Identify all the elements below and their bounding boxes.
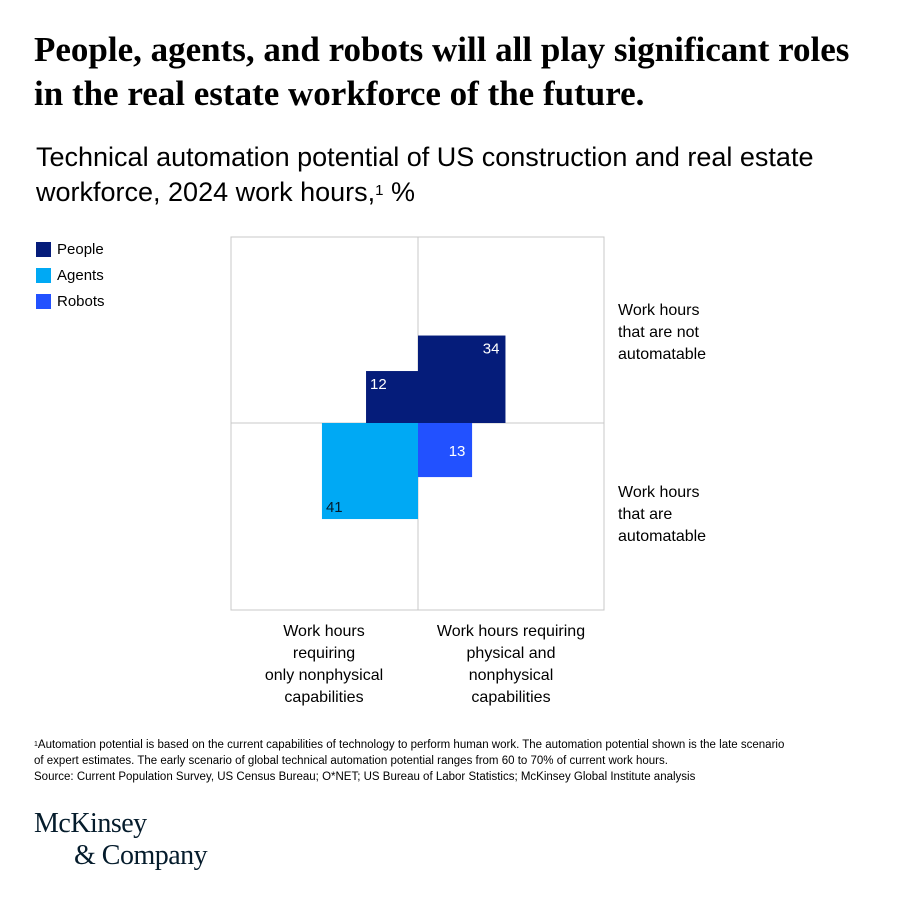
mckinsey-logo: McKinsey & Company [34, 808, 208, 872]
legend-item-agents: Agents [36, 262, 105, 288]
footnote: 1Automation potential is based on the cu… [34, 737, 864, 785]
row-label-line: Work hours [618, 302, 700, 319]
legend-swatch-agents [36, 267, 51, 283]
column-label-line: capabilities [284, 689, 364, 706]
column-label-line: Work hours requiring [436, 623, 586, 640]
row-label-line: that are not [618, 324, 699, 341]
column-label-line: Work hours [283, 623, 365, 640]
row-label-not-automatable: Work hours that are not automatable [618, 300, 706, 366]
bar-agents-automatable-nonphysical [321, 423, 418, 520]
footnote-text: 1Automation potential is based on the cu… [34, 737, 864, 769]
data-label-people-not-automatable-nonphysical: 12 [370, 376, 387, 393]
bar-robots-automatable-physical [418, 423, 473, 478]
headline: People, agents, and robots will all play… [34, 30, 850, 113]
column-label-nonphysical: Work hours requiring only nonphysical ca… [231, 621, 417, 709]
legend-item-robots: Robots [36, 288, 105, 314]
subtitle-unit: % [383, 177, 416, 207]
legend-swatch-robots [36, 293, 51, 309]
legend-label-people: People [57, 240, 104, 258]
data-label-people-not-automatable-physical: 34 [483, 341, 500, 358]
footnote-line-2: of expert estimates. The early scenario … [34, 755, 668, 767]
bar-people-not-automatable-nonphysical [366, 371, 418, 423]
row-label-line: Work hours [618, 484, 700, 501]
row-label-line: automatable [618, 528, 707, 545]
chart-subtitle-text: Technical automation potential of US con… [36, 142, 814, 207]
row-label-line: that are [618, 506, 673, 523]
legend-label-robots: Robots [57, 292, 105, 310]
row-label-line: automatable [618, 346, 707, 363]
source-text: Source: Current Population Survey, US Ce… [34, 771, 696, 783]
row-label-automatable: Work hours that are automatable [618, 482, 706, 548]
column-label-line: capabilities [471, 689, 551, 706]
column-label-line: physical and [466, 645, 556, 662]
footnote-line-1: Automation potential is based on the cur… [37, 739, 785, 751]
logo-line-2: & Company [74, 840, 208, 871]
logo-line-1: McKinsey [34, 808, 147, 839]
data-label-robots-automatable-physical: 13 [449, 443, 466, 460]
chart-subtitle: Technical automation potential of US con… [36, 140, 836, 210]
column-label-line: nonphysical [468, 667, 554, 684]
column-label-physical: Work hours requiring physical and nonphy… [418, 621, 604, 709]
legend-item-people: People [36, 236, 105, 262]
data-label-agents-automatable-nonphysical: 41 [326, 499, 343, 516]
bar-people-not-automatable-physical [418, 335, 506, 423]
footnote-mark: 1 [34, 741, 38, 748]
legend-swatch-people [36, 241, 51, 257]
column-label-line: requiring [292, 645, 356, 662]
column-label-line: only nonphysical [264, 667, 384, 684]
legend: People Agents Robots [36, 236, 105, 314]
legend-label-agents: Agents [57, 266, 104, 284]
subtitle-footnote-mark: 1 [375, 182, 384, 199]
